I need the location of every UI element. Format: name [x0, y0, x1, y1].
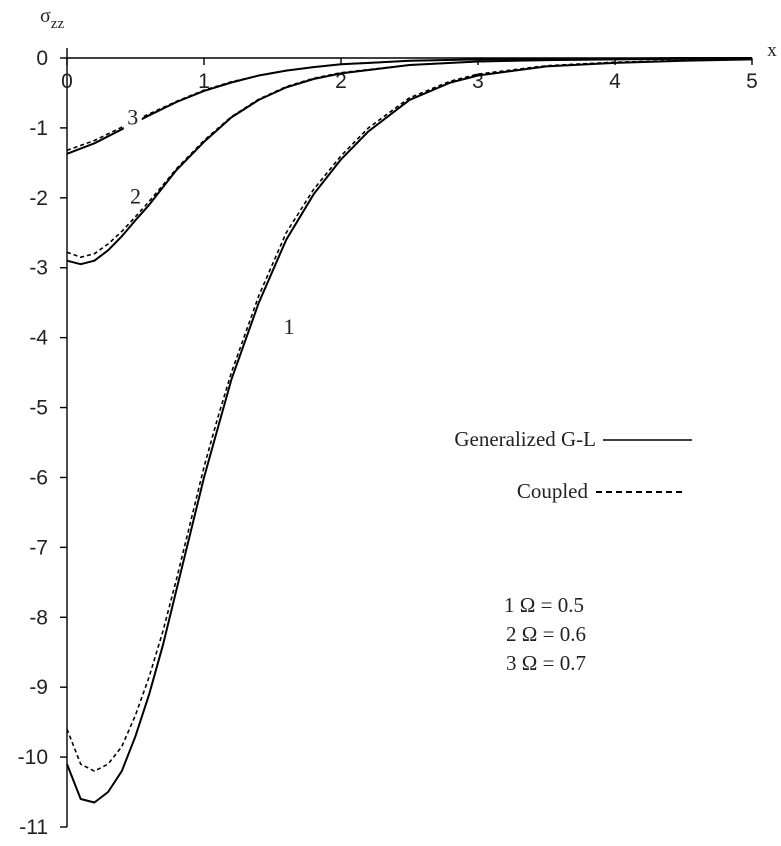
omega-legend-3: 3 Ω = 0.7	[506, 651, 586, 675]
series-line-3-solid	[66, 57, 752, 155]
series-line-1-dashed	[66, 58, 753, 772]
x-tick-label: 5	[746, 70, 758, 93]
y-tick-label: -3	[29, 257, 48, 280]
y-tick-label: -4	[29, 327, 48, 350]
y-tick-label: -2	[29, 187, 48, 210]
series-line-2-dashed	[66, 57, 752, 258]
curves	[66, 57, 753, 804]
y-tick-label: -5	[29, 397, 48, 420]
curve-label-bg	[279, 317, 298, 340]
x-tick-label: 3	[472, 70, 484, 93]
y-tick-label: -11	[19, 816, 48, 839]
y-axis-label: σzz	[40, 5, 64, 32]
x-tick-label: 1	[198, 70, 210, 93]
y-tick-label: -8	[29, 606, 48, 629]
x-tick-label: 0	[61, 70, 73, 93]
x-tick-label: 4	[609, 70, 621, 93]
legend: Generalized G-L Coupled 1 Ω = 0.5 2 Ω = 0.6…	[454, 427, 692, 675]
legend-label-generalized: Generalized G-L	[454, 427, 596, 451]
x-axis-label: x	[767, 40, 777, 61]
y-axis-label-subscript: zz	[51, 16, 65, 32]
curve-label-2: 2	[130, 183, 141, 208]
y-tick-label: -10	[18, 746, 48, 769]
series-line-1-solid	[66, 58, 753, 804]
legend-label-coupled: Coupled	[517, 479, 589, 503]
curve-label-1: 1	[283, 314, 294, 339]
curve-label-bg	[123, 107, 142, 130]
y-axis-label-symbol: σ	[40, 5, 51, 27]
omega-legend-2: 2 Ω = 0.6	[506, 622, 586, 646]
axes	[66, 48, 752, 827]
y-tick-label: -6	[29, 466, 48, 489]
curve-label-bg	[126, 186, 145, 209]
series-line-3-dashed	[66, 57, 752, 152]
ticks: 0 1 2 3 4 5 0 -1 -2 -3 -4 -5 -6 -7 -8 -9 -10 -11	[18, 47, 758, 839]
y-tick-label: -1	[29, 117, 48, 140]
omega-legend-1: 1 Ω = 0.5	[504, 593, 584, 617]
y-tick-label: -7	[29, 536, 48, 559]
y-tick-label: -9	[29, 676, 48, 699]
labels: x σzz 1 2 3	[40, 5, 777, 340]
series-line-2-solid	[66, 57, 752, 266]
x-tick-label: 2	[335, 70, 347, 93]
y-tick-label: 0	[36, 47, 48, 70]
curve-label-3: 3	[127, 104, 138, 129]
